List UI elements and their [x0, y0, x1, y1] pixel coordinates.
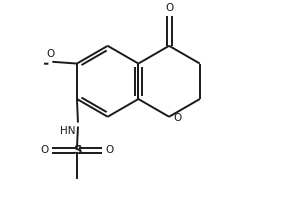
Text: O: O — [46, 49, 54, 59]
Text: S: S — [73, 144, 81, 157]
Text: O: O — [165, 3, 173, 13]
Text: O: O — [174, 113, 182, 123]
Text: HN: HN — [60, 125, 76, 135]
Text: O: O — [105, 145, 114, 155]
Text: O: O — [40, 145, 48, 155]
